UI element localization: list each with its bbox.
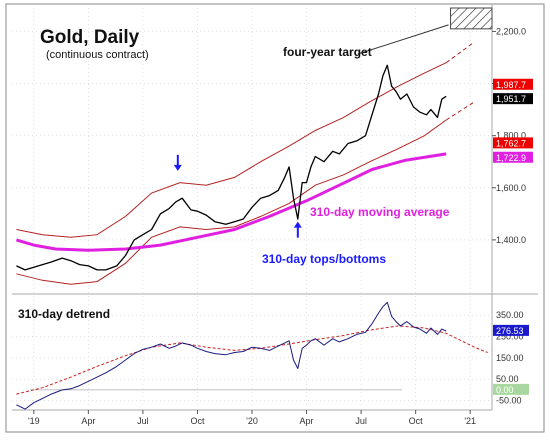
detrend-badge [493, 324, 529, 336]
x-tick-label: Apr [81, 416, 95, 426]
top-arrow-icon [173, 164, 182, 171]
detrend-y-tick-label: 350.00 [496, 310, 524, 320]
price-badge [493, 137, 533, 149]
annotation-four-year-target: four-year target [283, 45, 372, 59]
channel-upper-line [16, 62, 447, 238]
four-year-target-box [450, 7, 493, 30]
price-badge [493, 78, 533, 90]
x-tick-label: Jul [137, 416, 149, 426]
detrend-ma-line [16, 325, 488, 395]
annotation-tops-bottoms: 310-day tops/bottoms [262, 252, 386, 266]
detrend-badge [493, 383, 529, 395]
x-tick-label: Apr [300, 416, 314, 426]
moving-average-line [15, 152, 447, 252]
x-tick-label: '21 [464, 416, 476, 426]
x-tick-label: '20 [246, 416, 258, 426]
detrend-y-tick-label: 50.00 [496, 374, 519, 384]
y-tick-label: 1,800.0 [496, 131, 526, 141]
bottom-arrow-icon [293, 221, 302, 228]
price-badge [493, 93, 533, 105]
detrend-y-tick-label: 150.00 [496, 353, 524, 363]
channel-lower-projection [445, 101, 475, 121]
x-tick-label: Oct [409, 416, 424, 426]
outer-border [5, 3, 545, 433]
channel-lower-line [16, 119, 447, 285]
y-tick-label: 1,400.0 [496, 235, 526, 245]
price-badge [493, 151, 533, 163]
detrend-line [16, 301, 447, 410]
y-tick-label: 1,600.0 [496, 183, 526, 193]
detrend-y-tick-label: 250.00 [496, 332, 524, 342]
x-tick-label: Oct [190, 416, 205, 426]
detrend-badge-label: 0.00 [496, 385, 514, 395]
price-badge-label: 1,762.7 [496, 138, 526, 148]
chart-title: Gold, Daily [40, 27, 140, 48]
chart-subtitle: (continuous contract) [46, 49, 149, 61]
detrend-title: 310-day detrend [18, 307, 110, 321]
y-tick-label: 2,200.0 [496, 26, 526, 36]
price-badge-label: 1,951.7 [496, 94, 526, 104]
target-leader-line [357, 24, 449, 55]
x-tick-label: Jul [355, 416, 367, 426]
detrend-y-tick-label: -50.00 [496, 396, 522, 406]
price-badge-label: 1,722.9 [496, 153, 526, 163]
annotation-moving-average: 310-day moving average [310, 205, 450, 219]
price-line [16, 64, 447, 271]
price-badge-label: 1,987.7 [496, 80, 526, 90]
x-tick-label: '19 [28, 416, 40, 426]
detrend-badge-label: 276.53 [496, 326, 524, 336]
channel-upper-projection [445, 41, 475, 64]
